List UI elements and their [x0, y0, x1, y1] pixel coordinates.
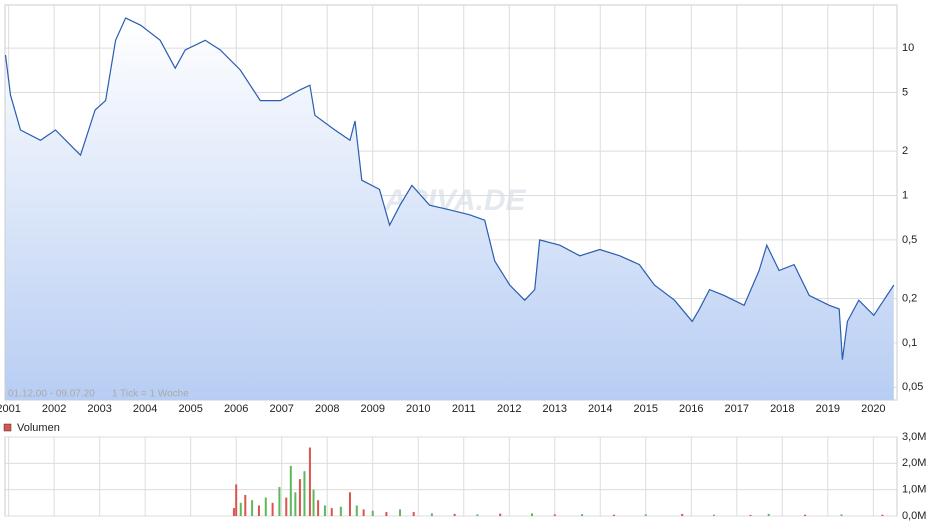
volume-bar — [476, 514, 479, 516]
volume-bar — [385, 512, 388, 516]
x-tick-label: 2013 — [543, 403, 567, 415]
price-area — [5, 18, 894, 400]
volume-bar — [499, 513, 502, 516]
volume-bar — [323, 505, 326, 516]
volume-bar — [339, 506, 342, 516]
volume-bar — [399, 509, 402, 516]
volume-bar — [235, 484, 238, 516]
legend-swatch — [3, 423, 12, 432]
y-tick-label: 5 — [902, 86, 908, 98]
x-tick-label: 2019 — [816, 403, 840, 415]
y-tick-label: 0,1 — [902, 337, 917, 349]
volume-bar — [348, 492, 351, 516]
x-tick-label: 2017 — [725, 403, 749, 415]
volume-bar — [278, 487, 281, 516]
volume-bar — [749, 514, 752, 516]
volume-bar — [767, 513, 770, 516]
y-tick-label: 10 — [902, 42, 914, 54]
volume-bar — [312, 489, 315, 516]
x-tick-label: 2001 — [0, 403, 21, 415]
volume-bar — [581, 514, 584, 516]
y-tick-label: 0,0M — [902, 510, 926, 522]
volume-bar — [239, 502, 242, 516]
volume-bar — [298, 479, 301, 516]
volume-bar — [303, 471, 306, 516]
volume-bar — [804, 514, 807, 516]
x-tick-label: 2005 — [178, 403, 202, 415]
y-tick-label: 2,0M — [902, 457, 926, 469]
price-line — [4, 17, 895, 360]
volume-bar — [644, 514, 647, 516]
volume-bar — [430, 513, 433, 516]
volume-bar — [612, 514, 615, 516]
volume-bar — [553, 514, 556, 516]
volume-bar — [840, 514, 843, 516]
volume-bar — [713, 514, 716, 516]
volume-bar — [308, 447, 311, 516]
volume-bar — [371, 510, 374, 516]
x-tick-label: 2008 — [315, 403, 339, 415]
y-tick-label: 1 — [902, 189, 908, 201]
volume-bar — [264, 497, 267, 516]
x-tick-label: 2018 — [770, 403, 794, 415]
y-tick-label: 0,5 — [902, 234, 917, 246]
volume-bar — [271, 502, 274, 516]
volume-bar — [285, 497, 288, 516]
legend-label: Volumen — [17, 422, 60, 434]
x-tick-label: 2009 — [360, 403, 384, 415]
volume-panel — [4, 436, 898, 517]
x-tick-label: 2015 — [634, 403, 658, 415]
x-tick-label: 2011 — [452, 403, 476, 415]
x-tick-label: 2012 — [497, 403, 521, 415]
x-tick-label: 2003 — [87, 403, 111, 415]
volume-bar — [681, 513, 684, 516]
volume-bar — [355, 505, 358, 516]
x-tick-label: 2010 — [406, 403, 430, 415]
volume-bar — [881, 514, 884, 516]
x-tick-label: 2004 — [133, 403, 157, 415]
volume-bar — [453, 513, 456, 516]
x-tick-label: 2002 — [42, 403, 66, 415]
y-tick-label: 3,0M — [902, 431, 926, 443]
volume-bar — [257, 505, 260, 516]
x-tick-label: 2020 — [861, 403, 885, 415]
x-tick-label: 2006 — [224, 403, 248, 415]
volume-bar — [412, 512, 415, 516]
volume-bar — [232, 508, 235, 516]
volume-bar — [330, 508, 333, 516]
y-tick-label: 1,0M — [902, 484, 926, 496]
y-tick-label: 0,05 — [902, 381, 923, 393]
volume-bar — [244, 494, 247, 516]
y-tick-label: 0,2 — [902, 292, 917, 304]
tick-note: 1 Tick = 1 Woche — [112, 389, 189, 400]
x-tick-label: 2007 — [269, 403, 293, 415]
volume-bar — [317, 500, 320, 516]
x-tick-label: 2014 — [588, 403, 612, 415]
range-note: 01.12.00 - 09.07.20 — [8, 389, 95, 400]
x-tick-label: 2016 — [679, 403, 703, 415]
volume-bar — [289, 465, 292, 516]
volume-bar — [531, 513, 534, 516]
volume-bar — [251, 500, 254, 516]
volume-bar — [362, 509, 365, 516]
volume-bar — [294, 492, 297, 516]
y-tick-label: 2 — [902, 145, 908, 157]
